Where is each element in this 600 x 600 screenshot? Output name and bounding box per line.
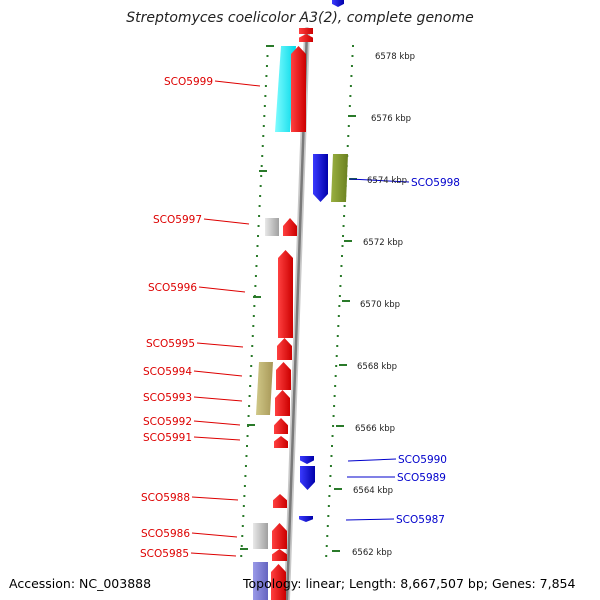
leader-line (203, 218, 250, 225)
gene-mark (272, 523, 287, 549)
gene-mark (274, 418, 288, 434)
gene-mark (256, 362, 273, 415)
leader-line (193, 420, 241, 426)
gene-mark (275, 46, 296, 132)
gene-mark (300, 466, 315, 490)
gene-mark (291, 46, 306, 132)
leader-line (193, 396, 243, 402)
label-layer: SCO5999 SCO5997 SCO5996 SCO5995 SCO5994 SCO59… (140, 76, 460, 560)
leader-line (214, 80, 261, 87)
scale-label: 6564 kbp (353, 486, 393, 496)
gene-label-sco5996[interactable]: SCO5996 (148, 282, 197, 294)
gene-mark (275, 390, 290, 416)
gene-label-sco5990[interactable]: SCO5990 (398, 454, 447, 466)
leader-line (190, 552, 237, 557)
leader-line (347, 458, 397, 462)
gene-mark (276, 362, 291, 390)
scale-label: 6578 kbp (375, 52, 415, 62)
gene-mark (253, 523, 268, 549)
scale-label: 6572 kbp (363, 238, 403, 248)
leader-line (193, 436, 241, 441)
leader-line (191, 496, 239, 501)
gene-mark (283, 218, 297, 236)
scale-label: 6562 kbp (352, 548, 392, 558)
gene-mark (299, 28, 313, 34)
gene-mark (277, 338, 292, 360)
topology-label: Topology: linear; Length: 8,667,507 bp; … (243, 576, 576, 591)
accession-label: Accession: NC_003888 (9, 576, 152, 591)
gene-mark (299, 516, 313, 522)
gene-mark (331, 154, 348, 202)
leader-line (349, 178, 410, 183)
gene-layer (253, 0, 348, 600)
gene-label-sco5985[interactable]: SCO5985 (140, 548, 189, 560)
gene-label-sco5986[interactable]: SCO5986 (141, 528, 190, 540)
gene-label-sco5993[interactable]: SCO5993 (143, 392, 192, 404)
scale-label: 6576 kbp (371, 114, 411, 124)
gene-mark (313, 154, 328, 202)
gene-mark (332, 0, 344, 7)
ruler-layer (240, 45, 357, 557)
gene-label-sco5994[interactable]: SCO5994 (143, 366, 192, 378)
scale-label: 6566 kbp (355, 424, 395, 434)
leader-line (198, 286, 246, 293)
map-title: Streptomyces coelicolor A3(2), complete … (126, 10, 474, 26)
gene-label-sco5991[interactable]: SCO5991 (143, 432, 192, 444)
gene-mark (272, 549, 287, 561)
scale-label: 6574 kbp (367, 176, 407, 186)
gene-label-sco5999[interactable]: SCO5999 (164, 76, 213, 88)
gene-label-sco5988[interactable]: SCO5988 (141, 492, 190, 504)
gene-label-sco5987[interactable]: SCO5987 (396, 514, 445, 526)
gene-label-sco5997[interactable]: SCO5997 (153, 214, 202, 226)
gene-mark (273, 494, 287, 508)
scale-label: 6570 kbp (360, 300, 400, 310)
gene-label-sco5992[interactable]: SCO5992 (143, 416, 192, 428)
gene-mark (278, 250, 293, 338)
gene-mark (271, 564, 286, 600)
gene-label-sco5995[interactable]: SCO5995 (146, 338, 195, 350)
gene-mark (253, 562, 268, 600)
gene-mark (300, 456, 314, 464)
scale-label: 6568 kbp (357, 362, 397, 372)
gene-mark (299, 34, 313, 42)
gene-mark (274, 436, 288, 448)
leader-line (193, 370, 243, 377)
gene-label-sco5998[interactable]: SCO5998 (411, 177, 460, 189)
leader-line (196, 342, 244, 348)
gene-label-sco5989[interactable]: SCO5989 (397, 472, 446, 484)
leader-line (191, 532, 238, 538)
gene-mark (265, 218, 279, 236)
leader-line (345, 518, 395, 521)
scale-layer: 6578 kbp 6576 kbp 6574 kbp 6572 kbp 6570 kbp… (352, 52, 415, 558)
